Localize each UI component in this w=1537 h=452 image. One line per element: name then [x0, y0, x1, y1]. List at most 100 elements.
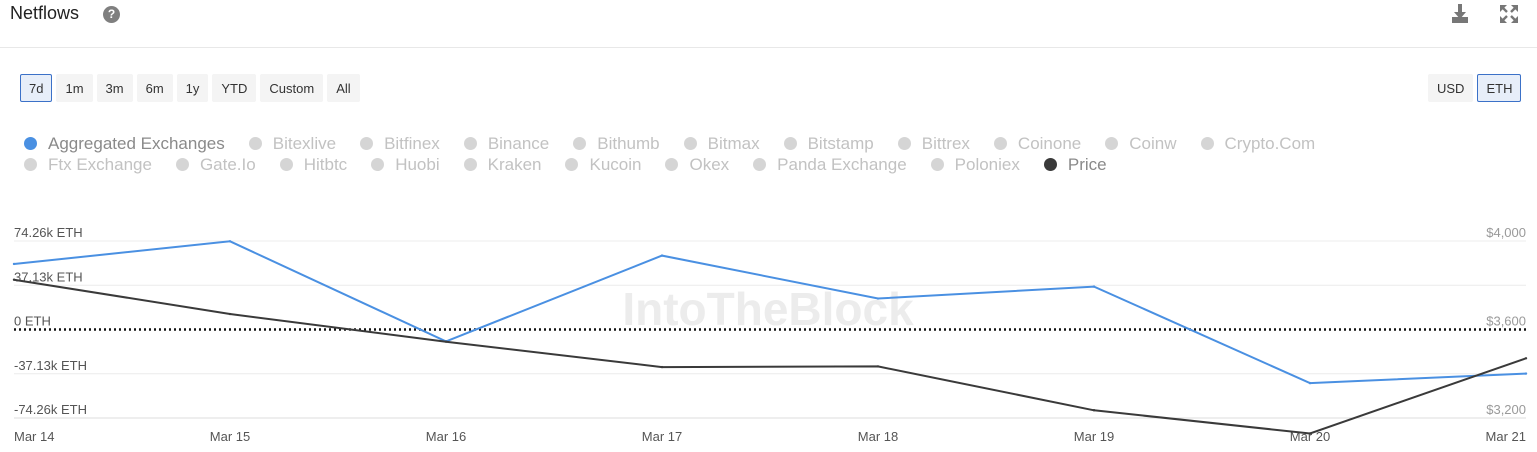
data-point	[876, 297, 880, 300]
range-button-ytd[interactable]: YTD	[212, 74, 257, 102]
question-circle-icon[interactable]: ?	[103, 6, 120, 23]
range-button-7d[interactable]: 7d	[20, 74, 53, 102]
legend-item-ftx-exchange[interactable]: Ftx Exchange	[24, 154, 152, 175]
legend-label: Kucoin	[589, 155, 642, 174]
legend-dot	[175, 158, 189, 171]
data-point	[12, 262, 16, 266]
watermark-text: IntoTheBlock	[622, 283, 914, 335]
legend-dot	[665, 158, 679, 171]
legend-item-coinone[interactable]: Coinone	[993, 133, 1082, 154]
legend-label: Bitexlive	[272, 134, 337, 153]
range-button-1m[interactable]: 1m	[56, 74, 93, 102]
legend-dot	[897, 137, 911, 150]
legend-item-hitbtc[interactable]: Hitbtc	[279, 154, 348, 175]
data-point	[1092, 409, 1096, 412]
data-point	[228, 312, 232, 316]
legend-label: Crypto.Com	[1224, 134, 1316, 153]
data-point	[660, 254, 664, 257]
legend-dot	[1043, 158, 1057, 171]
legend-dot	[463, 137, 477, 150]
data-point	[876, 365, 880, 368]
range-button-6m[interactable]: 6m	[136, 74, 173, 102]
legend-label: Hitbtc	[303, 155, 348, 174]
legend-item-bithumb[interactable]: Bithumb	[573, 133, 660, 154]
legend-item-okex[interactable]: Okex	[665, 154, 729, 175]
legend-item-bitexlive[interactable]: Bitexlive	[248, 133, 337, 154]
x-tick-label: Mar 15	[210, 429, 250, 444]
x-tick-label: Mar 17	[642, 429, 682, 444]
currency-button-eth[interactable]: ETH	[1477, 74, 1522, 102]
currency-button-usd[interactable]: USD	[1428, 74, 1474, 102]
legend-row: Ftx Exchange Gate.Io Hitbtc Huobi Kraken…	[24, 154, 1504, 175]
y-left-tick-label: -37.13k ETH	[14, 358, 87, 373]
y-right-tick-label: $3,600	[1486, 314, 1526, 329]
range-button-custom[interactable]: Custom	[260, 74, 324, 102]
series-line-price	[13, 278, 1527, 435]
legend-dot	[753, 158, 767, 171]
legend-item-crypto-com[interactable]: Crypto.Com	[1200, 133, 1316, 154]
data-point	[1524, 357, 1528, 360]
y-left-tick-label: 74.26k ETH	[14, 225, 83, 240]
legend-dot	[930, 158, 944, 171]
legend-item-bitstamp[interactable]: Bitstamp	[783, 133, 874, 154]
data-point	[1308, 432, 1312, 435]
legend-dot	[24, 158, 37, 171]
legend-item-gate-io[interactable]: Gate.Io	[175, 154, 256, 175]
legend-item-poloniex[interactable]: Poloniex	[930, 154, 1020, 175]
legend-dot	[1200, 137, 1214, 150]
page-title: Netflows	[10, 3, 80, 23]
legend-dot	[683, 137, 697, 150]
data-point	[228, 240, 232, 243]
legend-dot	[573, 137, 587, 150]
legend-item-coinw[interactable]: Coinw	[1105, 133, 1177, 154]
y-right-tick-label: $4,000	[1486, 225, 1526, 240]
legend-label: Bittrex	[921, 134, 970, 153]
legend-item-panda-exchange[interactable]: Panda Exchange	[753, 154, 907, 175]
legend-label: Gate.Io	[199, 155, 256, 174]
legend-dot	[24, 137, 37, 150]
data-point	[1308, 381, 1312, 385]
y-left-tick-label: 0 ETH	[14, 314, 51, 329]
range-button-1y[interactable]: 1y	[176, 74, 209, 102]
legend-item-aggregated-exchanges[interactable]: Aggregated Exchanges	[24, 133, 225, 154]
x-tick-label: Mar 14	[14, 429, 54, 444]
legend-dot	[1105, 137, 1119, 150]
x-tick-label: Mar 18	[858, 429, 898, 444]
chart-header: Netflows ?	[0, 0, 1537, 48]
legend-item-bitmax[interactable]: Bitmax	[683, 133, 760, 154]
legend-item-binance[interactable]: Binance	[463, 133, 549, 154]
legend-item-kraken[interactable]: Kraken	[463, 154, 541, 175]
legend-dot	[783, 137, 797, 150]
legend-item-price[interactable]: Price	[1043, 154, 1107, 175]
data-point	[1092, 285, 1096, 288]
series-line-aggregated-exchanges	[13, 240, 1527, 385]
legend-dot	[248, 137, 262, 150]
legend-label: Poloniex	[954, 155, 1020, 174]
legend-label: Ftx Exchange	[48, 155, 152, 174]
legend-dot	[565, 158, 579, 171]
range-button-3m[interactable]: 3m	[96, 74, 133, 102]
expand-icon[interactable]	[1497, 2, 1521, 26]
x-tick-label: Mar 21	[1486, 429, 1526, 444]
download-icon[interactable]	[1448, 2, 1472, 26]
legend-dot	[360, 137, 374, 150]
legend-label: Bitfinex	[384, 134, 440, 153]
range-button-all[interactable]: All	[327, 74, 360, 102]
legend-item-huobi[interactable]: Huobi	[371, 154, 440, 175]
legend-item-bitfinex[interactable]: Bitfinex	[360, 133, 440, 154]
data-point	[1524, 372, 1528, 375]
legend-label: Coinw	[1129, 134, 1177, 153]
legend-label: Panda Exchange	[777, 155, 907, 174]
legend-item-bittrex[interactable]: Bittrex	[897, 133, 970, 154]
y-right-tick-label: $3,200	[1486, 402, 1526, 417]
legend-item-kucoin[interactable]: Kucoin	[565, 154, 641, 175]
legend-label: Okex	[689, 155, 730, 174]
time-range-selector: 7d 1m 3m 6m 1y YTD Custom All	[20, 74, 360, 102]
legend-label: Bitmax	[707, 134, 760, 153]
legend-label: Bithumb	[597, 134, 660, 153]
netflows-chart: IntoTheBlock 74.26k ETH 37.13k ETH 0 ETH -37…	[12, 225, 1528, 444]
currency-selector: USD ETH	[1428, 74, 1522, 102]
data-point	[660, 365, 664, 369]
x-tick-label: Mar 16	[426, 429, 466, 444]
legend-label: Coinone	[1017, 134, 1082, 153]
